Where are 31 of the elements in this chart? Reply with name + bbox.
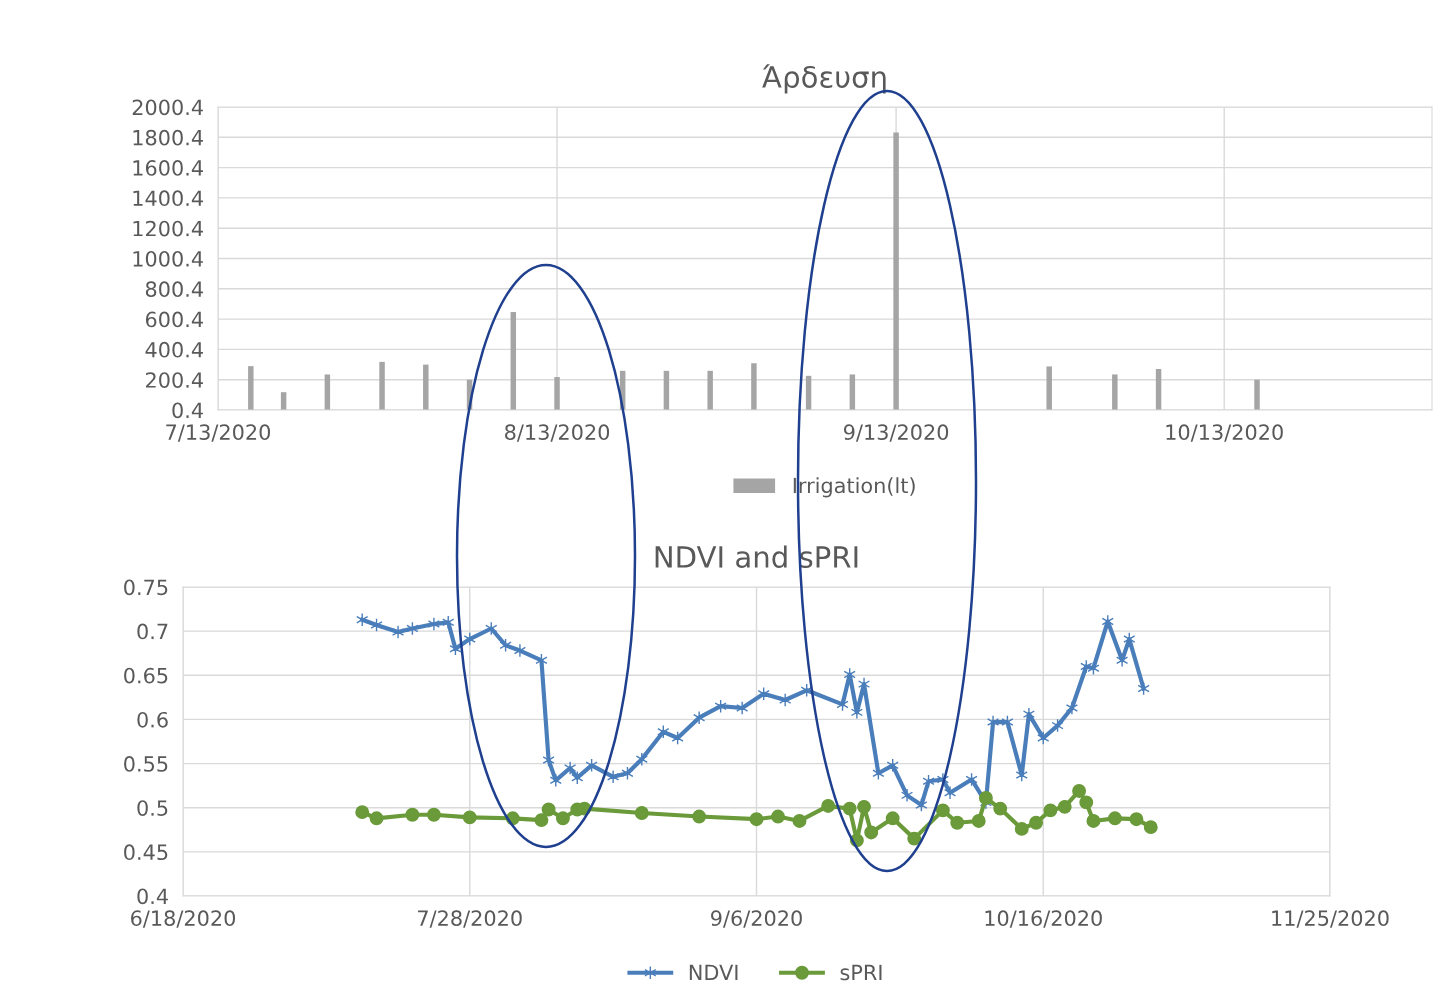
y-tick-label: 1400.4 [133, 190, 203, 207]
x-tick-label: 11/25/2020 [1272, 910, 1389, 928]
x-tick-label: 10/16/2020 [985, 910, 1102, 928]
y-tick-label: 0.75 [124, 579, 168, 596]
legend-label: NDVI [689, 964, 738, 981]
y-tick-label: 0.4 [137, 888, 168, 905]
y-tick-label: 1600.4 [133, 160, 203, 176]
y-tick-label: 400.4 [145, 341, 203, 358]
y-tick-label: 0.65 [124, 667, 168, 684]
x-tick-label: 7/13/2020 [166, 424, 271, 442]
y-tick-label: 800.4 [145, 281, 203, 298]
x-tick-label: 9/6/2020 [711, 910, 802, 928]
chart-title: Άρδευση [762, 64, 886, 94]
x-tick-label: 9/13/2020 [843, 424, 949, 442]
y-tick-label: 0.5 [137, 800, 168, 816]
y-tick-label: 1200.4 [133, 220, 203, 237]
y-tick-label: 0.55 [124, 756, 168, 772]
x-tick-label: 10/13/2020 [1166, 424, 1283, 442]
y-tick-label: 0.7 [137, 623, 168, 640]
y-tick-label: 1800.4 [133, 129, 203, 146]
y-tick-label: 600.4 [145, 311, 203, 328]
y-tick-label: 1000.4 [133, 250, 203, 267]
legend-label: sPRI [840, 964, 882, 981]
y-tick-label: 0.4 [172, 402, 203, 419]
y-tick-label: 0.6 [137, 711, 168, 728]
y-tick-label: 200.4 [146, 372, 203, 388]
y-tick-label: 0.45 [124, 844, 168, 861]
x-tick-label: 8/13/2020 [505, 424, 610, 442]
x-tick-label: 6/18/2020 [131, 910, 236, 928]
y-tick-label: 2000.4 [132, 99, 203, 116]
x-tick-label: 7/28/2020 [418, 910, 522, 928]
